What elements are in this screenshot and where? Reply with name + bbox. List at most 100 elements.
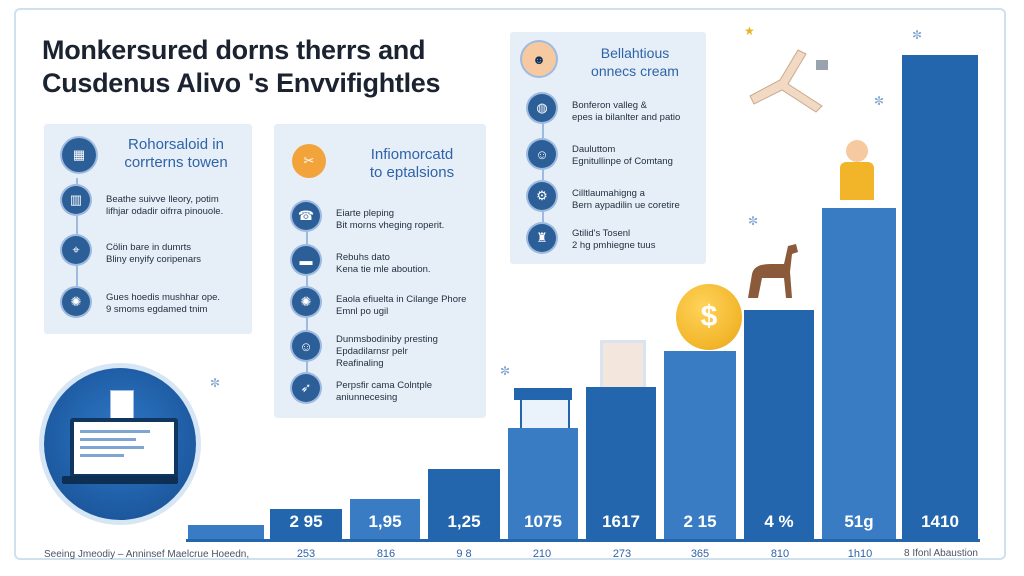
panel-middle-item-4-line1: Dunmsbodiniby presting — [336, 334, 438, 345]
bar-value-label: 1075 — [524, 512, 562, 531]
panel-middle-heading: Infiomorcatd to eptalsions — [344, 146, 480, 182]
panel-right-item-1-line1: Bonferon valleg & — [572, 100, 647, 111]
panel-right-item-2-line1: Dauluttom — [572, 144, 616, 155]
panel-right-item-3: Cilltlaumahigng a Bern aypadilin ue core… — [572, 188, 680, 212]
panel-left-item-3-line2: 9 smoms egdamed tnim — [106, 304, 208, 315]
page-title: Monkersured dorns therrs and Cusdenus Al… — [42, 34, 441, 100]
panel-middle-item-1-line1: Eiarte pleping — [336, 208, 395, 219]
panel-middle-item-3-line1: Eaola efiuelta in Cilange Phore — [336, 294, 467, 305]
panel-middle-item-5: Perpsfir cama Colntple aniunnecesing — [336, 380, 432, 404]
panel-left-heading: Rohorsaloid in corrterns towen — [106, 136, 246, 172]
panel-left-heading-line1: Rohorsaloid in — [128, 136, 224, 153]
panel-middle-item-2-line2: Kena tie mle aboution. — [336, 264, 431, 275]
lightbulb-icon: ✺ — [62, 288, 90, 316]
panel-left-item-1: Beathe suivve lleory, potim lifhjar odad… — [106, 194, 223, 218]
screen-line — [80, 430, 150, 433]
chart-bar: 1075 — [508, 428, 578, 540]
gear-icon: ⚙ — [528, 182, 556, 210]
bar-value-label: 1,25 — [447, 512, 481, 531]
panel-left-item-2-line1: Cölin bare in dumrts — [106, 242, 192, 253]
panel-left: ▦ Rohorsaloid in corrterns towen ▥ Beath… — [44, 124, 252, 334]
panel-middle-item-2-line1: Rebuhs dato — [336, 252, 390, 263]
panel-middle-item-1: Eiarte pleping Bit morns vheging roperit… — [336, 208, 444, 232]
panel-middle: ✂ Infiomorcatd to eptalsions ☎ Eiarte pl… — [274, 124, 486, 418]
laptop-illustration — [44, 368, 196, 520]
title-line-2: Cusdenus Alivo 's Envvifightles — [42, 68, 441, 98]
bar-value-label: 51g — [844, 512, 874, 531]
chart-baseline — [186, 539, 980, 542]
globe-icon: ◍ — [528, 94, 556, 122]
panel-middle-item-1-line2: Bit morns vheging roperit. — [336, 220, 445, 231]
chart-bar — [188, 525, 264, 540]
panel-right-item-2-line2: Egnitullinpe of Comtang — [572, 156, 673, 167]
statue-icon: ♜ — [528, 224, 556, 252]
screen-line — [80, 454, 124, 457]
laptop-base — [62, 476, 178, 484]
panel-right-item-2: Dauluttom Egnitullinpe of Comtang — [572, 144, 673, 168]
screen-line — [80, 438, 136, 441]
dollar-coin-icon: $ — [676, 284, 742, 350]
panel-right-item-4-line1: Gtilid's Tosenl — [572, 228, 631, 239]
panel-left-item-3: Gues hoedis mushhar ope. 9 smoms egdamed… — [106, 292, 220, 316]
panel-right-heading-line1: Bellahtious — [600, 45, 670, 61]
crane-illustration — [740, 40, 830, 130]
panel-middle-item-5-line1: Perpsfir cama Colntple — [336, 380, 433, 391]
panel-left-item-2: Cölin bare in dumrts Bliny enyify coripe… — [106, 242, 201, 266]
chart-bar: 1617 — [586, 387, 656, 540]
panel-middle-item-2: Rebuhs dato Kena tie mle aboution. — [336, 252, 431, 276]
chart-bar: 1,25 — [428, 469, 500, 540]
panel-right-heading: Bellahtious onnecs cream — [570, 44, 700, 80]
chart-bar: 1,95 — [350, 499, 420, 540]
star-icon: ★ — [744, 24, 755, 38]
phone-icon: ☎ — [292, 202, 320, 230]
panel-middle-item-4-line2: Epdadilarnsr pelr — [336, 346, 408, 357]
panel-right-item-1-line2: epes ia bilanlter and patio — [572, 112, 681, 123]
truck-icon: ▬ — [292, 246, 320, 274]
bar-value-label: 1,95 — [368, 512, 402, 531]
screen-line — [80, 446, 144, 449]
panel-right-item-4: Gtilid's Tosenl 2 hg pmhiegne tuus — [572, 228, 655, 252]
person-icon: ☺ — [528, 140, 556, 168]
bar-value-label: 1617 — [602, 512, 640, 531]
category-label: 365 — [690, 548, 710, 560]
avatar-icon: ☻ — [522, 42, 556, 76]
panel-middle-item-3-line2: Emnl po ugil — [336, 306, 389, 317]
laptop-screen — [70, 418, 178, 478]
panel-middle-item-3: Eaola efiuelta in Cilange Phore Emnl po … — [336, 294, 466, 318]
bar-value-label: 4 % — [764, 512, 794, 531]
chart-bar: 2 15 — [664, 351, 736, 540]
panel-right-item-3-line2: Bern aypadilin ue coretire — [572, 200, 680, 211]
chart-bar: 1410 — [902, 55, 978, 540]
category-label: 1h10 — [847, 548, 873, 560]
panel-left-item-3-line1: Gues hoedis mushhar ope. — [106, 292, 221, 303]
panel-middle-item-4: Dunmsbodiniby presting Epdadilarnsr pelr… — [336, 334, 438, 370]
panel-right-item-3-line1: Cilltlaumahigng a — [572, 188, 645, 199]
panel-left-heading-line2: corrterns towen — [124, 154, 228, 171]
bar-value-label: 1410 — [921, 512, 959, 531]
panel-right-item-1: Bonferon valleg & epes ia bilanlter and … — [572, 100, 680, 124]
panel-middle-item-4-line3: Reafinaling — [336, 358, 384, 369]
chart-bar: 51g — [822, 208, 896, 540]
footnote: Seeing Jmeodiy – Anninsef Maelcrue Hoeed… — [44, 549, 250, 560]
chart-bar: 2 95 — [270, 509, 342, 540]
category-label: 253 — [296, 548, 316, 560]
category-label: 816 — [376, 548, 396, 560]
bar-value-label: 2 95 — [289, 512, 323, 531]
snowflake-icon: ✼ — [912, 28, 923, 42]
panel-right-heading-line2: onnecs cream — [591, 63, 679, 79]
category-label: 210 — [532, 548, 552, 560]
title-line-1: Monkersured dorns therrs and — [42, 35, 426, 65]
panel-left-item-1-line1: Beathe suivve lleory, potim — [106, 194, 219, 205]
panel-right-item-4-line2: 2 hg pmhiegne tuus — [572, 240, 656, 251]
category-label: 273 — [612, 548, 632, 560]
bar-value-label: 2 15 — [683, 512, 717, 531]
snowflake-icon: ✼ — [748, 214, 759, 228]
person-head — [846, 140, 868, 162]
panel-left-item-1-line2: lifhjar odadir oifrra pinouole. — [106, 206, 224, 217]
rocket-icon: ➶ — [292, 374, 320, 402]
gallery-icon: ▦ — [62, 138, 96, 172]
category-label: 9 8 — [456, 548, 472, 560]
panel-left-item-2-line2: Bliny enyify coripenars — [106, 254, 202, 265]
chart-bar: 4 % — [744, 310, 814, 540]
house-roof — [514, 388, 572, 400]
